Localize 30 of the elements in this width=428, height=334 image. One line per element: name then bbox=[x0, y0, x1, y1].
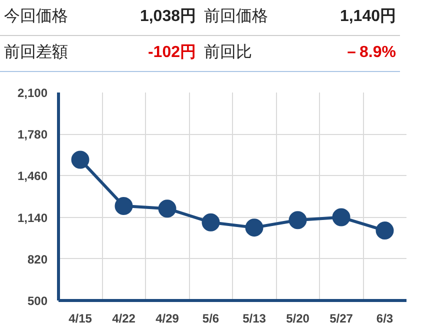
point bbox=[71, 150, 90, 169]
text: 今回価格 bbox=[0, 0, 100, 36]
text: 1,140円 bbox=[300, 0, 400, 36]
y-tick-label: 1,460 bbox=[17, 169, 48, 184]
point bbox=[332, 208, 350, 226]
point bbox=[288, 211, 307, 230]
x-tick-label: 5/27 bbox=[330, 312, 354, 326]
x-tick-label: 5/20 bbox=[286, 312, 310, 326]
y-tick-label: 820 bbox=[27, 252, 48, 266]
point bbox=[245, 218, 264, 237]
y-tick-label: 500 bbox=[27, 294, 48, 308]
text: 前回比 bbox=[200, 35, 300, 72]
text: 1,038円 bbox=[100, 0, 200, 36]
y-tick-label: 1,140 bbox=[17, 210, 48, 225]
text: 前回価格 bbox=[200, 0, 300, 36]
x-tick-label: 4/15 bbox=[68, 312, 92, 326]
text: －8.9% bbox=[300, 35, 400, 72]
point bbox=[376, 222, 394, 240]
y-tick-label: 2,100 bbox=[17, 86, 48, 100]
x-tick-label: 4/29 bbox=[156, 312, 180, 326]
text: 前回差額 bbox=[0, 35, 100, 72]
point bbox=[158, 200, 176, 218]
text: -102円 bbox=[100, 35, 200, 72]
x-tick-label: 6/3 bbox=[376, 312, 394, 326]
x-tick-label: 5/6 bbox=[202, 312, 220, 326]
y-tick-label: 1,780 bbox=[17, 128, 48, 142]
point bbox=[202, 213, 220, 232]
x-tick-label: 4/22 bbox=[112, 312, 136, 326]
point bbox=[114, 197, 133, 215]
x-tick-label: 5/13 bbox=[242, 312, 266, 326]
